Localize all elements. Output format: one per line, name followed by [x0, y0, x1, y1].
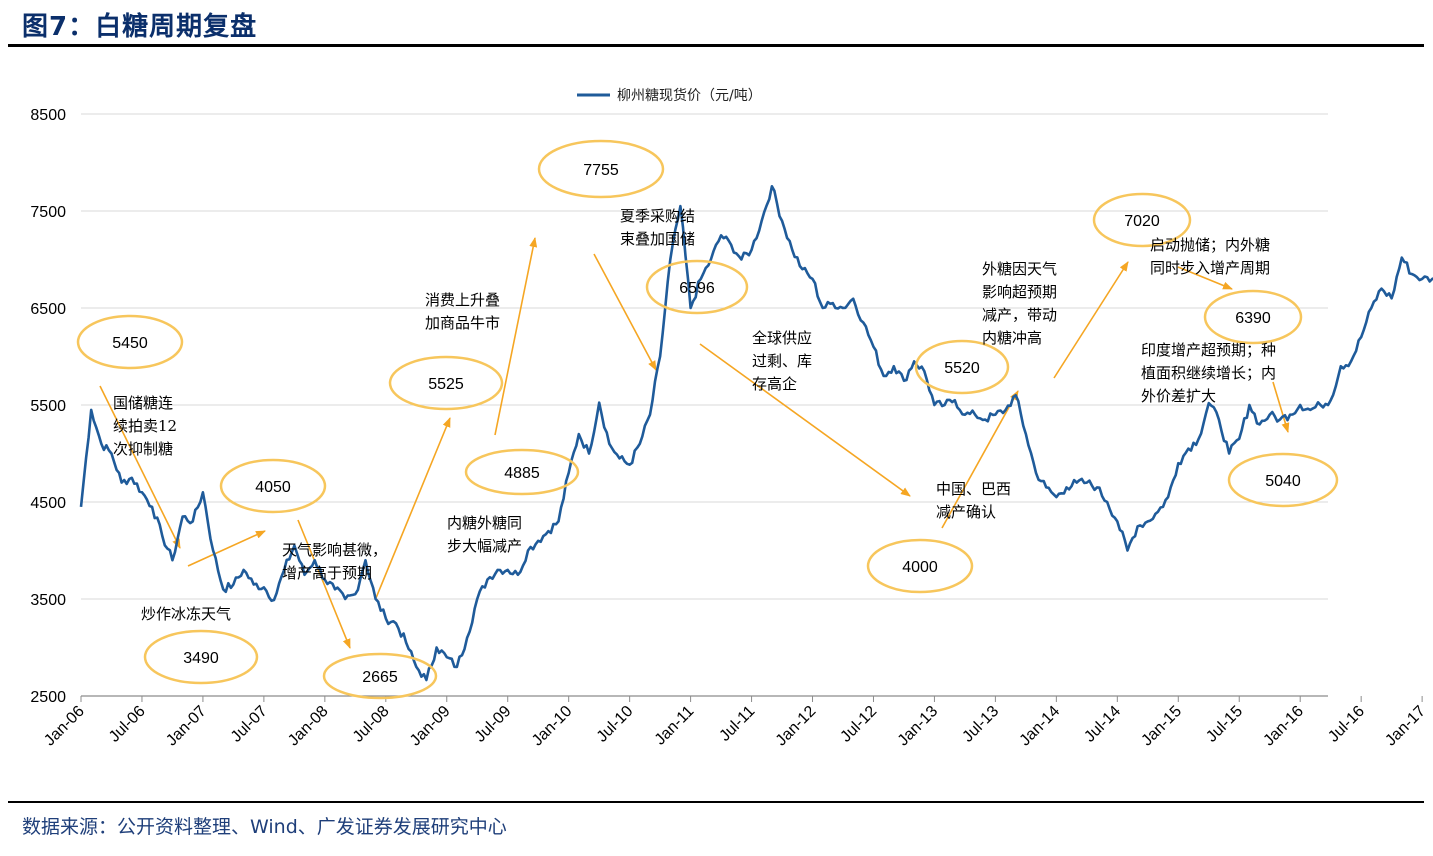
value-label: 5040: [1265, 473, 1301, 490]
x-tick-label: Jul-09: [472, 703, 515, 746]
value-ellipse: [143, 629, 259, 685]
value-ellipse: [537, 139, 665, 199]
annotation-arrow: [699, 343, 911, 497]
x-tick-label: Jul-16: [1325, 703, 1368, 746]
x-tick-label: Jan-11: [652, 703, 698, 749]
x-tick-label: Jan-17: [1382, 703, 1429, 750]
x-tick-label: Jul-06: [106, 703, 149, 746]
annotation-arrow: [99, 385, 181, 549]
annotation-arrows: [99, 237, 1290, 649]
series-line: [79, 185, 1433, 682]
sugar-price-chart: 2500 3500 4500 5500 6500 7500 8500 Jan-06 Jul-0…: [30, 87, 1433, 750]
annotation-note: 印度增产超预期；种植面积继续增长；内外价差扩大: [1141, 341, 1276, 405]
title-rule: [8, 44, 1424, 47]
x-tick-label: Jul-11: [716, 703, 758, 745]
x-tick-label: Jul-08: [350, 703, 393, 746]
legend: 柳州糖现货价（元/吨）: [577, 87, 762, 104]
value-ellipse: [388, 355, 504, 411]
value-label: 7755: [583, 162, 619, 179]
x-tick-label: Jul-12: [837, 703, 880, 746]
x-tick-label: Jan-12: [773, 703, 820, 750]
legend-label: 柳州糖现货价（元/吨）: [617, 87, 762, 104]
y-tick-label: 8500: [30, 107, 66, 124]
value-label: 5525: [428, 376, 464, 393]
x-tick-label: Jan-13: [895, 703, 942, 750]
annotation-arrow: [494, 237, 538, 436]
value-ellipse: [219, 458, 327, 514]
annotation-arrow: [375, 417, 451, 599]
x-tick-label: Jan-14: [1017, 703, 1064, 750]
value-label: 6596: [679, 280, 715, 297]
value-label: 4000: [902, 559, 938, 576]
annotation-arrow: [1053, 261, 1129, 379]
figure-title: 图7：白糖周期复盘: [22, 12, 258, 42]
series-lines: [79, 185, 1433, 682]
value-label: 7020: [1124, 213, 1160, 230]
source-rule: [8, 801, 1424, 803]
annotation-arrow: [297, 519, 351, 649]
annotation-note: 外糖因天气影响超预期减产，带动内糖冲高: [982, 260, 1057, 347]
x-tick-label: Jan-15: [1138, 703, 1185, 750]
annotation-note: 消费上升叠加商品牛市: [425, 291, 500, 332]
annotation-note: 启动抛储；内外糖同时步入增产周期: [1150, 236, 1270, 277]
x-tick-label: Jan-06: [41, 703, 88, 750]
annotation-note: 内糖外糖同步大幅减产: [447, 514, 522, 555]
annotation-values: 5450 3490 4050 2665 5525 4885 7755 6596 4000 5520…: [76, 139, 1339, 700]
value-label: 5450: [112, 335, 148, 352]
value-ellipse: [464, 448, 580, 496]
value-ellipse: [1203, 289, 1303, 345]
annotation-note: 夏季采购结束叠加国储: [620, 207, 695, 248]
y-tick-label: 7500: [30, 204, 66, 221]
value-label: 2665: [362, 669, 398, 686]
y-tick-label: 6500: [30, 301, 66, 318]
annotation-arrow: [593, 253, 657, 371]
value-label: 6390: [1235, 310, 1271, 327]
annotation-note: 全球供应过剩、库存高企: [752, 329, 812, 393]
y-tick-label: 2500: [30, 689, 66, 706]
y-tick-label: 4500: [30, 495, 66, 512]
x-tick-label: Jan-10: [529, 703, 576, 750]
value-ellipse: [645, 259, 749, 315]
gridlines: [81, 113, 1328, 600]
y-axis-ticks: 2500 3500 4500 5500 6500 7500 8500: [30, 107, 66, 706]
value-ellipse: [914, 339, 1010, 395]
x-tick-label: Jan-08: [285, 703, 332, 750]
value-ellipse: [76, 314, 184, 370]
x-tick-label: Jan-16: [1260, 703, 1307, 750]
annotation-note: 天气影响甚微，增产高于预期: [282, 541, 387, 582]
x-tick-label: Jul-10: [594, 703, 637, 746]
annotation-note: 炒作冰冻天气: [141, 605, 231, 623]
annotation-arrow: [941, 390, 1019, 529]
value-label: 3490: [183, 650, 219, 667]
value-label: 4885: [504, 465, 540, 482]
source-note: 数据来源：公开资料整理、Wind、广发证券发展研究中心: [22, 816, 507, 838]
y-tick-label: 3500: [30, 592, 66, 609]
x-tick-label: Jul-14: [1081, 703, 1124, 746]
x-tick-label: Jul-13: [959, 703, 1002, 746]
annotation-arrow: [187, 530, 266, 567]
annotation-arrow: [1272, 381, 1290, 433]
y-tick-label: 5500: [30, 398, 66, 415]
value-label: 4050: [255, 479, 291, 496]
x-tick-label: Jul-15: [1203, 703, 1246, 746]
x-tick-label: Jan-07: [163, 703, 210, 750]
value-ellipse: [322, 652, 438, 700]
annotation-arrow: [1177, 266, 1233, 290]
x-axis-ticks: Jan-06 Jul-06 Jan-07 Jul-07 Jan-08 Jul-08 Jan-…: [41, 696, 1429, 750]
annotation-note: 中国、巴西减产确认: [936, 480, 1011, 521]
value-ellipse: [1092, 192, 1192, 248]
value-ellipse: [866, 538, 974, 594]
value-label: 5520: [944, 360, 980, 377]
x-tick-label: Jul-07: [228, 703, 271, 746]
x-tick-label: Jan-09: [407, 703, 454, 750]
value-ellipse: [1227, 452, 1339, 508]
annotation-note: 国储糖连续拍卖12 次抑制糖: [113, 394, 177, 458]
